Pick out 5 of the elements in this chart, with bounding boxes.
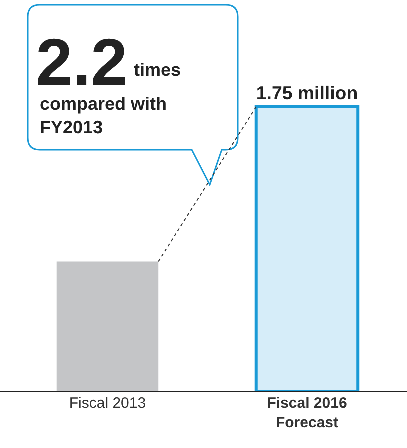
x-tick-label: Fiscal 2016 Forecast [267, 395, 348, 432]
x-tick-label: Fiscal 2013 [69, 395, 146, 412]
annotation: compared with FY2013 [40, 94, 168, 138]
data-label: 1.75 million [256, 82, 358, 104]
text: times [134, 60, 182, 80]
